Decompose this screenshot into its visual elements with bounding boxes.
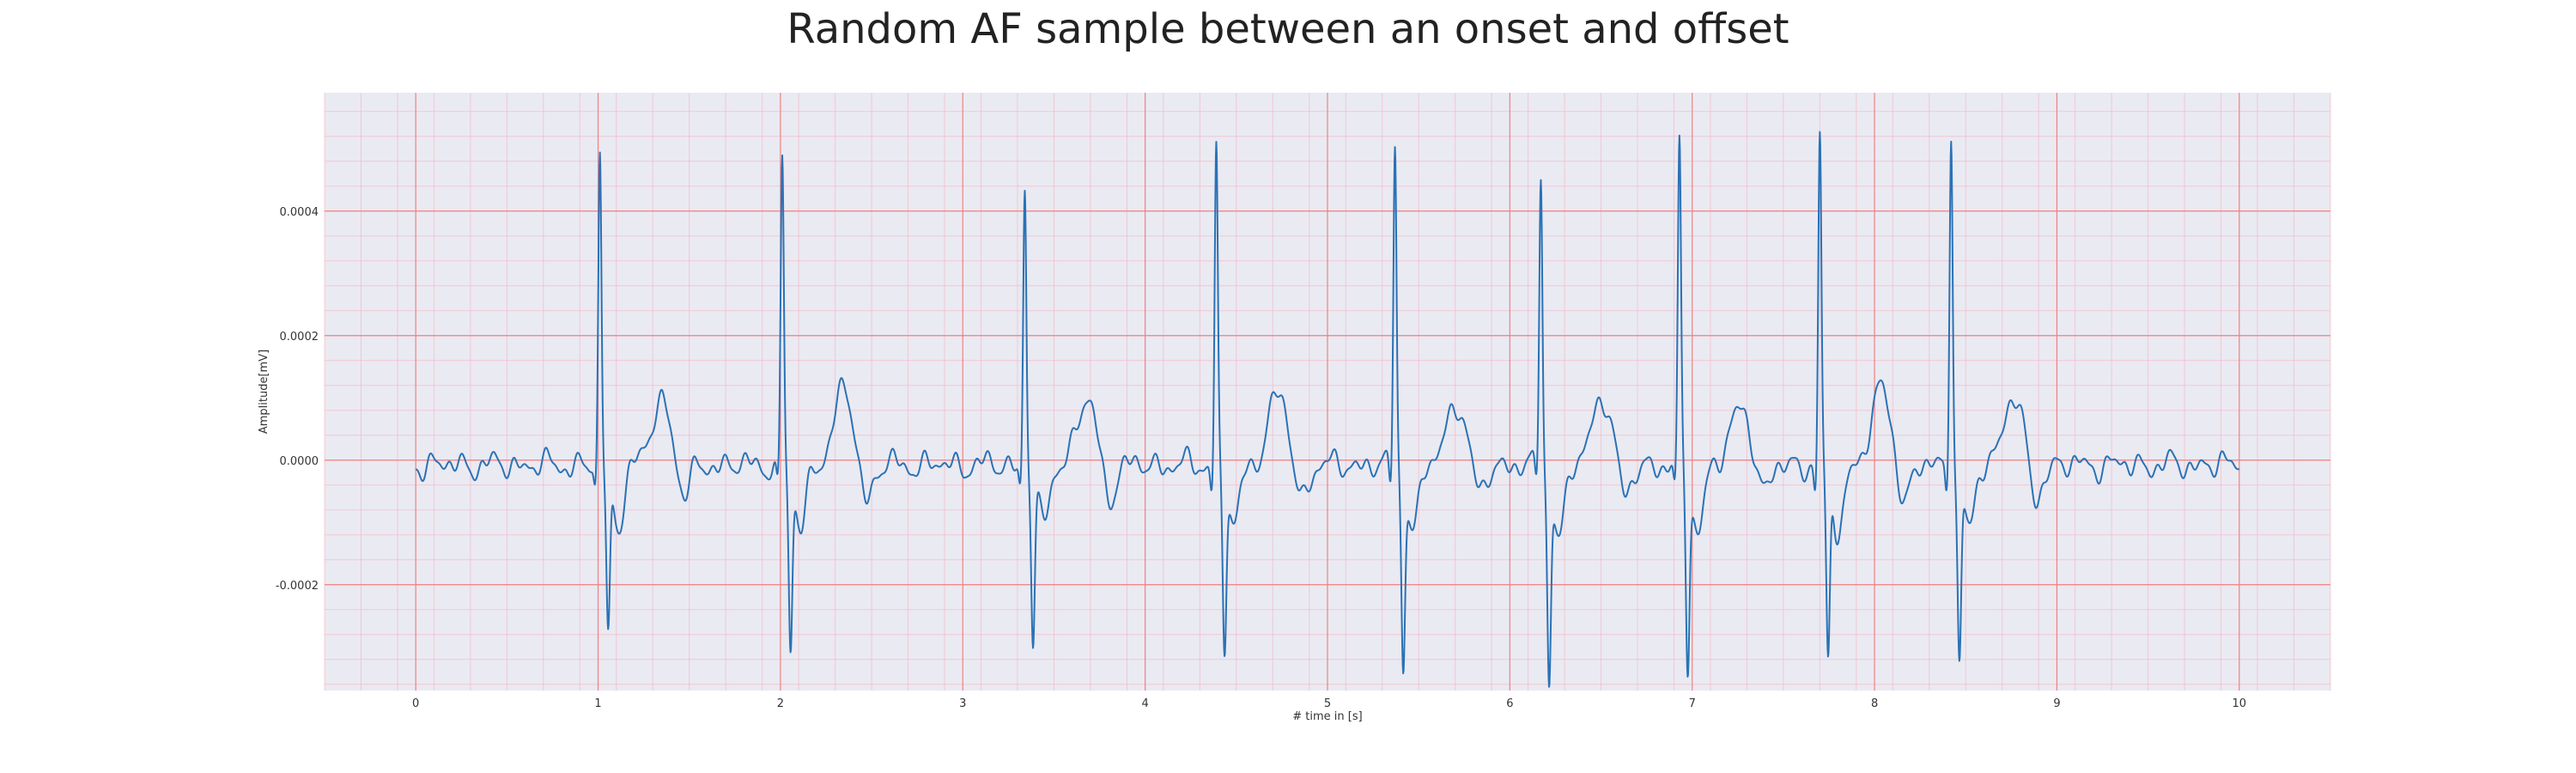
x-tick-label: 1 [594,697,601,710]
y-axis-label: Amplitude[mV] [258,350,270,434]
y-tick-label: 0.0002 [280,331,319,344]
y-tick-label: -0.0002 [276,580,319,593]
chart-title: Random AF sample between an onset and of… [787,5,1789,53]
x-tick-labels: 0 1 2 3 4 5 6 7 8 9 10 [412,697,2246,710]
x-tick-label: 3 [959,697,966,710]
x-tick-label: 8 [1871,697,1878,710]
series-group [415,131,2240,688]
x-tick-label: 10 [2233,697,2247,710]
y-tick-labels: -0.0002 0.0000 0.0002 0.0004 [276,206,319,593]
x-tick-label: 0 [412,697,419,710]
y-tick-label: 0.0004 [280,206,319,219]
y-tick-label: 0.0000 [280,455,319,468]
x-tick-label: 6 [1506,697,1513,710]
x-tick-label: 7 [1689,697,1696,710]
ecg-series-line [415,131,2240,688]
x-axis-label: # time in [s] [1292,710,1362,723]
x-tick-label: 5 [1324,697,1331,710]
x-tick-label: 9 [2053,697,2060,710]
x-tick-label: 4 [1141,697,1148,710]
x-tick-label: 2 [777,697,784,710]
